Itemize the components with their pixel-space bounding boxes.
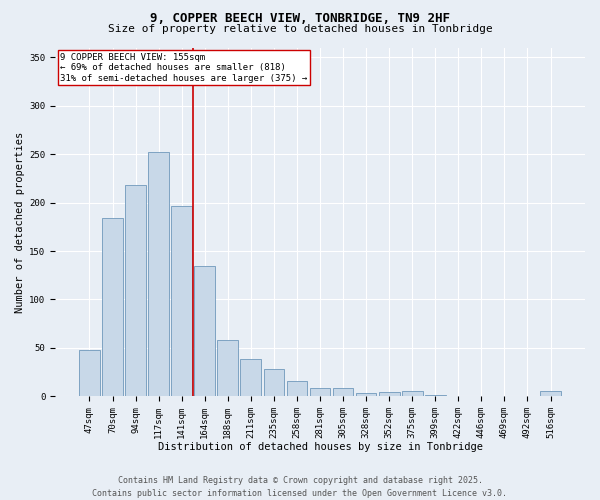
Bar <box>79 350 100 397</box>
Bar <box>125 185 146 396</box>
Text: 9, COPPER BEECH VIEW, TONBRIDGE, TN9 2HF: 9, COPPER BEECH VIEW, TONBRIDGE, TN9 2HF <box>150 12 450 26</box>
Y-axis label: Number of detached properties: Number of detached properties <box>15 132 25 312</box>
X-axis label: Distribution of detached houses by size in Tonbridge: Distribution of detached houses by size … <box>158 442 482 452</box>
Text: Size of property relative to detached houses in Tonbridge: Size of property relative to detached ho… <box>107 24 493 34</box>
Bar <box>102 218 123 396</box>
Bar <box>402 390 422 396</box>
Bar <box>241 358 261 397</box>
Bar <box>287 381 307 396</box>
Bar <box>356 394 376 396</box>
Text: 9 COPPER BEECH VIEW: 155sqm
← 69% of detached houses are smaller (818)
31% of se: 9 COPPER BEECH VIEW: 155sqm ← 69% of det… <box>61 52 308 82</box>
Bar <box>172 206 192 396</box>
Bar <box>332 388 353 396</box>
Bar <box>379 392 400 396</box>
Bar <box>310 388 331 396</box>
Text: Contains HM Land Registry data © Crown copyright and database right 2025.
Contai: Contains HM Land Registry data © Crown c… <box>92 476 508 498</box>
Bar <box>217 340 238 396</box>
Bar <box>263 369 284 396</box>
Bar <box>148 152 169 396</box>
Bar <box>194 266 215 396</box>
Bar <box>540 390 561 396</box>
